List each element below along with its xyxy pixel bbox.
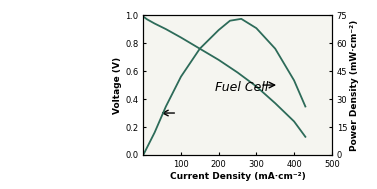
Y-axis label: Power Density (mW·cm⁻²): Power Density (mW·cm⁻²) (350, 19, 359, 151)
Y-axis label: Voltage (V): Voltage (V) (113, 57, 123, 114)
X-axis label: Current Density (mA·cm⁻²): Current Density (mA·cm⁻²) (170, 172, 305, 181)
Text: Fuel Cell: Fuel Cell (215, 81, 268, 94)
